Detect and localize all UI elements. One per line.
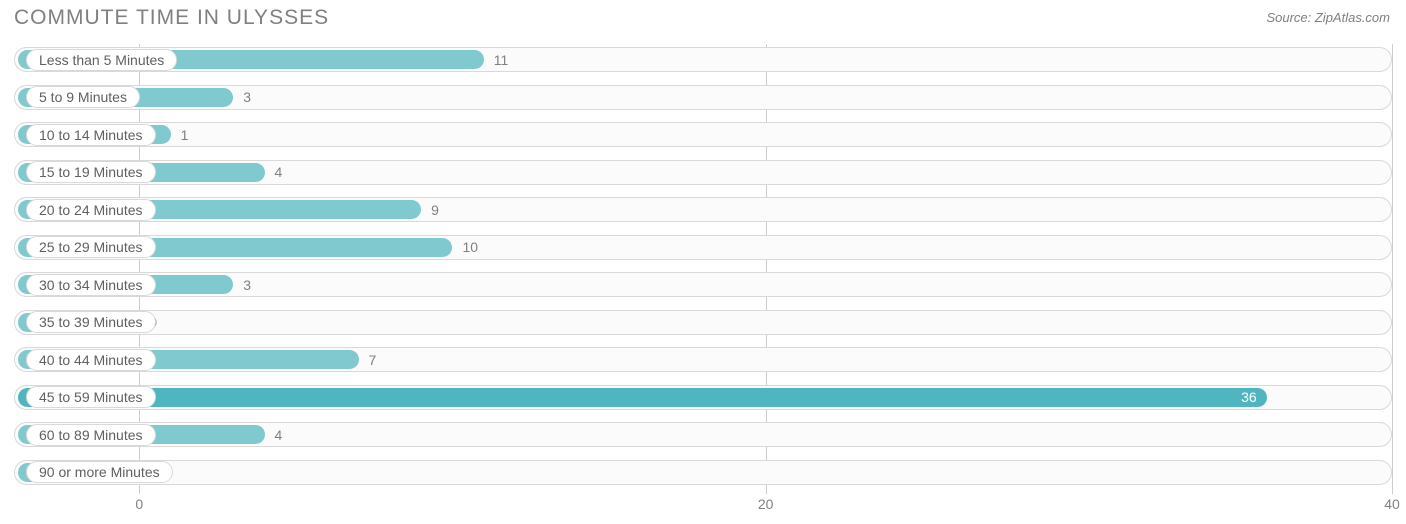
category-label: 40 to 44 Minutes [26, 349, 156, 371]
source-attribution: Source: ZipAtlas.com [1266, 10, 1390, 25]
bar-row: 7 40 to 44 Minutes [14, 344, 1392, 375]
bar-row: 10 25 to 29 Minutes [14, 232, 1392, 263]
bar-value: 4 [275, 427, 283, 443]
x-tick-label: 20 [758, 496, 774, 512]
bar-value: 7 [369, 352, 377, 368]
bar-value: 9 [431, 202, 439, 218]
bar-row: 3 30 to 34 Minutes [14, 269, 1392, 300]
bar-track [14, 122, 1392, 147]
bar-value: 1 [181, 127, 189, 143]
category-label: Less than 5 Minutes [26, 49, 177, 71]
bar-row: 090 or more Minutes [14, 457, 1392, 488]
bar-row: 1 10 to 14 Minutes [14, 119, 1392, 150]
category-label: 60 to 89 Minutes [26, 424, 156, 446]
chart-container: COMMUTE TIME IN ULYSSES Source: ZipAtlas… [0, 0, 1406, 524]
category-label: 15 to 19 Minutes [26, 161, 156, 183]
bar-value: 3 [243, 89, 251, 105]
x-tick-label: 40 [1384, 496, 1400, 512]
chart-title: COMMUTE TIME IN ULYSSES [14, 6, 329, 30]
category-label: 30 to 34 Minutes [26, 274, 156, 296]
category-label: 10 to 14 Minutes [26, 124, 156, 146]
category-label: 35 to 39 Minutes [26, 311, 156, 333]
source-name: ZipAtlas.com [1315, 10, 1390, 25]
bar-value: 36 [1241, 389, 1257, 405]
bar-track [14, 460, 1392, 485]
bar-row: 3 5 to 9 Minutes [14, 82, 1392, 113]
bar-value: 3 [243, 277, 251, 293]
bar-row: 9 20 to 24 Minutes [14, 194, 1392, 225]
bar-row: 11 Less than 5 Minutes [14, 44, 1392, 75]
category-label: 45 to 59 Minutes [26, 386, 156, 408]
bar-value: 11 [494, 52, 509, 68]
category-label: 20 to 24 Minutes [26, 199, 156, 221]
category-label: 90 or more Minutes [26, 461, 173, 483]
bar: 36 [18, 388, 1267, 407]
bar-row: 36 45 to 59 Minutes [14, 382, 1392, 413]
x-tick-label: 0 [135, 496, 143, 512]
plot-area: 11 Less than 5 Minutes 3 5 to 9 Minutes 1 10 … [14, 44, 1392, 494]
bar-track [14, 310, 1392, 335]
source-prefix: Source: [1266, 10, 1314, 25]
bar-value: 10 [462, 239, 478, 255]
bar-row: 4 15 to 19 Minutes [14, 157, 1392, 188]
bar-row: 4 60 to 89 Minutes [14, 419, 1392, 450]
x-axis: 02040 [14, 496, 1392, 516]
bar-row: 035 to 39 Minutes [14, 307, 1392, 338]
category-label: 25 to 29 Minutes [26, 236, 156, 258]
category-label: 5 to 9 Minutes [26, 86, 140, 108]
gridline [1392, 44, 1393, 494]
bar-value: 4 [275, 164, 283, 180]
